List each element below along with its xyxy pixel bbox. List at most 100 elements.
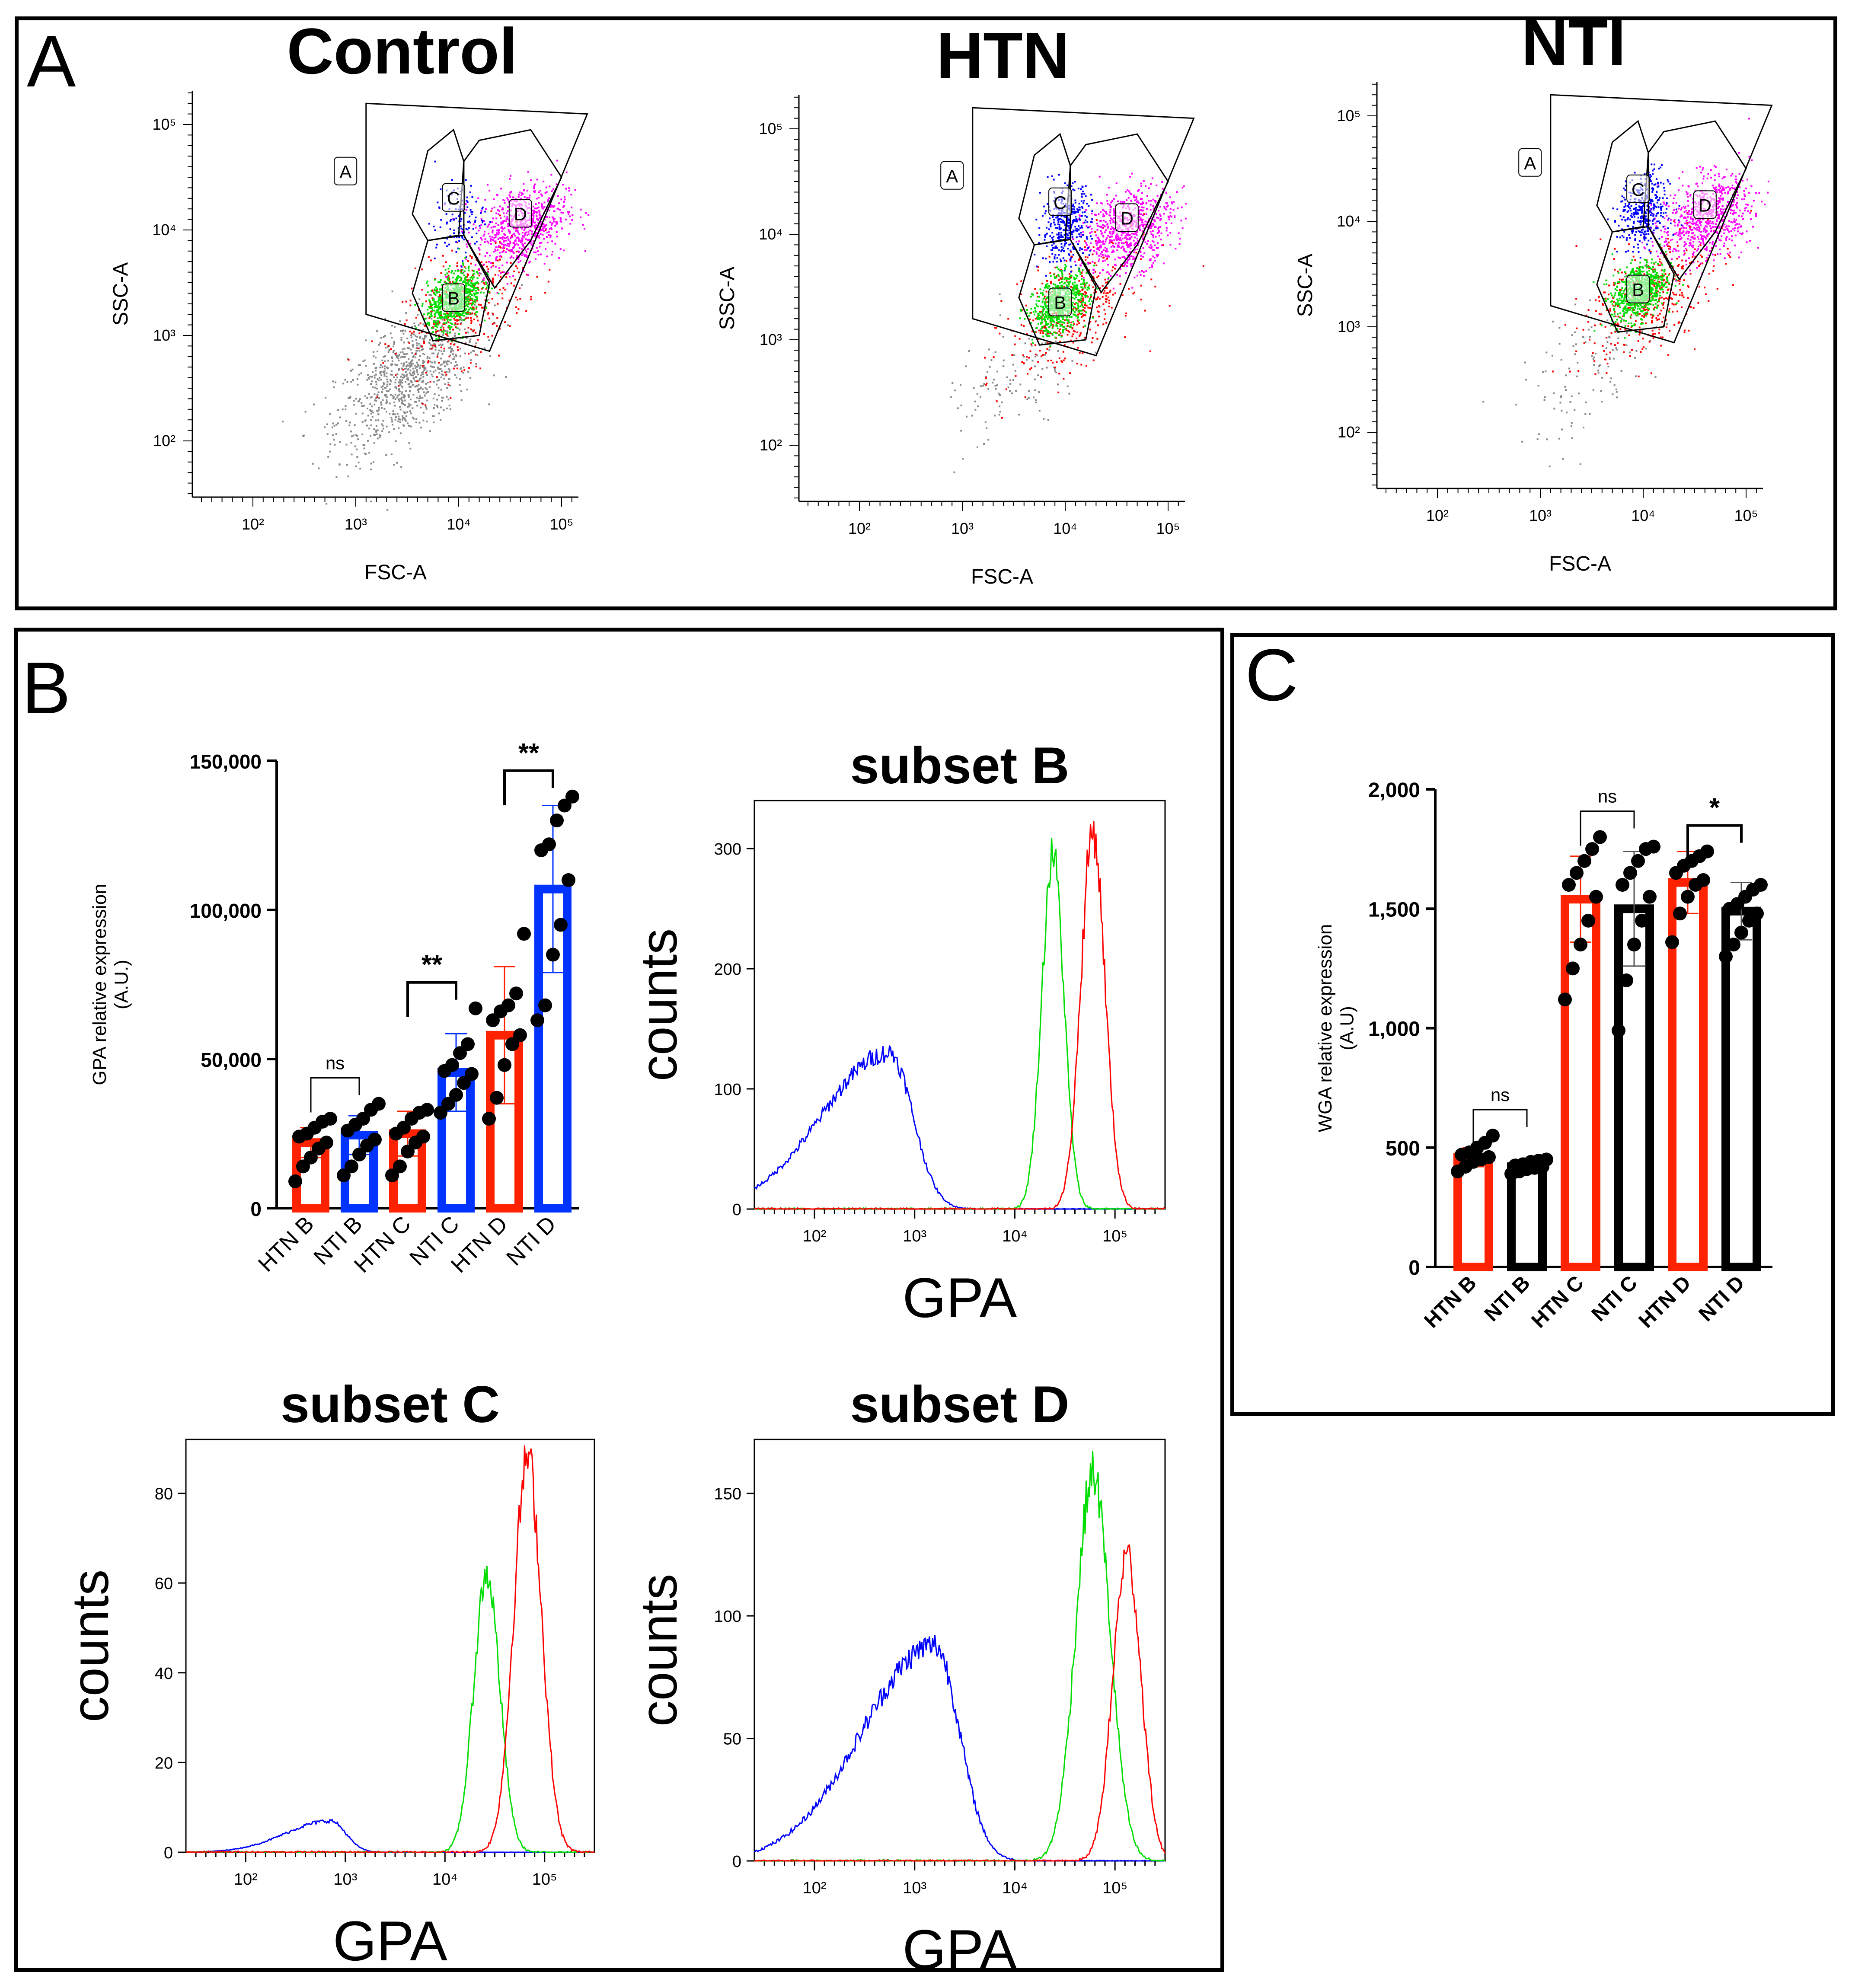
event-dot	[1035, 399, 1037, 401]
event-dot	[469, 313, 471, 315]
event-dot	[493, 237, 495, 239]
event-dot	[1063, 270, 1066, 272]
event-dot	[1090, 296, 1092, 298]
event-dot	[1044, 212, 1046, 214]
event-dot	[472, 298, 474, 300]
event-dot	[1098, 255, 1100, 257]
event-dot	[408, 405, 410, 408]
event-dot	[444, 313, 447, 315]
event-dot	[426, 374, 428, 376]
event-dot	[1138, 213, 1140, 215]
event-dot	[370, 424, 372, 427]
event-dot	[331, 426, 333, 428]
event-dot	[456, 315, 458, 317]
event-dot	[473, 223, 475, 225]
event-dot	[562, 184, 564, 186]
event-dot	[471, 312, 473, 314]
event-dot	[444, 323, 446, 325]
event-dot	[479, 272, 481, 274]
event-dot	[416, 342, 418, 345]
event-dot	[568, 211, 570, 213]
event-dot	[440, 219, 442, 221]
event-dot	[1134, 199, 1136, 201]
event-dot	[473, 350, 475, 352]
event-dot	[1102, 296, 1104, 298]
event-dot	[454, 339, 457, 341]
gate-label: A	[339, 162, 351, 182]
event-dot	[425, 300, 427, 303]
event-dot	[487, 242, 489, 244]
event-dot	[495, 250, 497, 252]
event-dot	[466, 295, 468, 297]
event-dot	[541, 207, 543, 209]
event-dot	[1054, 254, 1057, 256]
event-dot	[1024, 318, 1026, 320]
event-dot	[1072, 188, 1074, 191]
event-dot	[370, 410, 372, 412]
event-dot	[1118, 238, 1120, 240]
event-dot	[531, 218, 533, 220]
event-dot	[1155, 201, 1157, 204]
event-dot	[1062, 236, 1064, 238]
event-dot	[460, 220, 462, 222]
event-dot	[439, 301, 441, 303]
event-dot	[505, 273, 508, 275]
event-dot	[1104, 254, 1106, 256]
event-dot	[443, 362, 445, 364]
event-dot	[559, 217, 562, 220]
event-dot	[375, 397, 377, 399]
event-dot	[1107, 235, 1109, 237]
event-dot	[388, 383, 390, 386]
event-dot	[443, 313, 445, 315]
event-dot	[1150, 209, 1152, 211]
event-dot	[378, 397, 380, 399]
event-dot	[533, 225, 536, 227]
event-dot	[373, 442, 375, 444]
event-dot	[355, 413, 358, 415]
event-dot	[572, 214, 574, 216]
event-dot	[394, 393, 396, 396]
event-dot	[435, 311, 437, 313]
event-dot	[1159, 219, 1161, 221]
event-dot	[1148, 224, 1150, 227]
event-dot	[436, 380, 438, 382]
event-dot	[1079, 247, 1081, 249]
event-dot	[402, 332, 405, 335]
event-dot	[1061, 316, 1063, 318]
event-dot	[508, 238, 510, 240]
event-dot	[435, 304, 437, 306]
event-dot	[467, 371, 469, 373]
event-dot	[1082, 231, 1084, 233]
event-dot	[450, 319, 452, 321]
event-dot	[447, 268, 450, 270]
event-dot	[535, 214, 537, 217]
event-dot	[400, 381, 402, 383]
event-dot	[332, 380, 334, 383]
event-dot	[1172, 201, 1175, 203]
event-dot	[403, 363, 405, 365]
event-dot	[1058, 357, 1060, 359]
event-dot	[1039, 288, 1041, 290]
event-dot	[456, 367, 458, 370]
event-dot	[1109, 289, 1111, 291]
event-dot	[1159, 215, 1162, 217]
event-dot	[994, 351, 996, 353]
event-dot	[548, 231, 550, 233]
event-dot	[380, 371, 383, 373]
event-dot	[1113, 231, 1115, 233]
event-dot	[404, 395, 406, 397]
event-dot	[538, 191, 540, 193]
event-dot	[533, 215, 535, 217]
event-dot	[1035, 218, 1038, 220]
event-dot	[1143, 213, 1145, 215]
event-dot	[422, 366, 424, 368]
event-dot	[1119, 283, 1121, 285]
event-dot	[467, 311, 469, 313]
event-dot	[1072, 222, 1074, 224]
event-dot	[470, 320, 473, 322]
event-dot	[482, 235, 485, 237]
event-dot	[1093, 250, 1095, 252]
event-dot	[556, 183, 558, 185]
event-dot	[1038, 317, 1041, 319]
event-dot	[447, 316, 449, 319]
